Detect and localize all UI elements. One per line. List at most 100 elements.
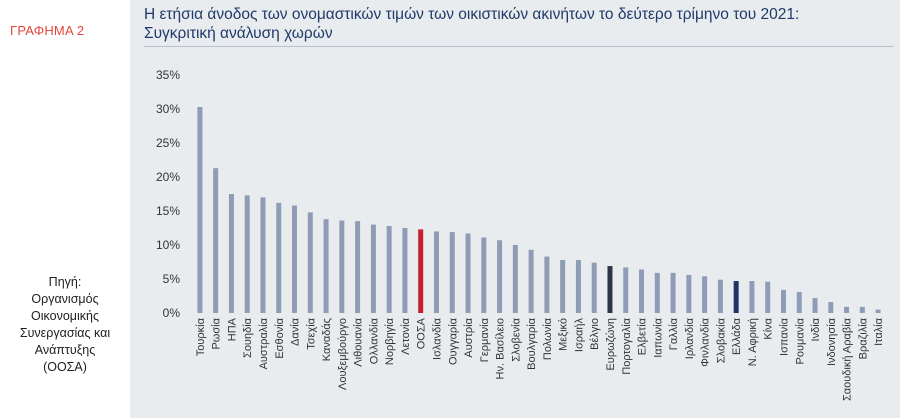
- bar: [623, 267, 629, 313]
- bar: [859, 306, 865, 313]
- x-tick-label: Ελλάδα: [731, 317, 743, 355]
- bar: [276, 202, 282, 313]
- bar: [796, 291, 802, 313]
- x-tick-label: Ινδονησία: [826, 317, 838, 366]
- y-tick-label: 0%: [163, 306, 181, 320]
- chart-title-line-1: Η ετήσια άνοδος των ονομαστικών τιμών τω…: [144, 6, 800, 23]
- source-line: (ΟΟΣΑ): [43, 360, 87, 374]
- bar: [497, 240, 503, 313]
- x-tick-label: Βουλγαρία: [526, 317, 538, 370]
- x-tick-label: Μεξικό: [558, 318, 570, 351]
- x-tick-label: Βραζιλία: [857, 317, 869, 359]
- x-tick-label: Ρουμανία: [794, 317, 806, 364]
- figure-label: ΓΡΑΦΗΜΑ 2: [10, 23, 85, 38]
- source-line: Οργανισμός: [31, 292, 99, 306]
- bar: [339, 220, 345, 313]
- bar: [844, 306, 850, 313]
- x-tick-label: Εσθονία: [274, 317, 286, 358]
- x-tick-label: ΟΟΣΑ: [416, 317, 428, 349]
- bar: [686, 274, 692, 313]
- x-tick-label: Ελβετία: [637, 317, 649, 355]
- x-tick-label: Ην. Βασίλειο: [495, 318, 507, 379]
- x-tick-label: Γερμανία: [479, 317, 491, 362]
- bar: [433, 231, 439, 313]
- bar: [780, 289, 786, 313]
- x-tick-label: Σλοβακία: [715, 317, 727, 363]
- x-tick-label: Αυστρία: [463, 317, 475, 357]
- x-tick-label: Ισραήλ: [573, 318, 585, 353]
- source-line: Ανάπτυξης: [34, 343, 96, 357]
- x-tick-label: Τουρκία: [195, 317, 207, 356]
- x-tick-label: Ισπανία: [778, 317, 790, 356]
- x-tick-label: Ιρλανδία: [684, 317, 696, 359]
- bar: [449, 232, 455, 313]
- bar: [292, 205, 298, 313]
- bar: [560, 259, 566, 313]
- source-note: Πηγή: Οργανισμός Οικονομικής Συνεργασίας…: [0, 274, 130, 376]
- x-tick-label: Αυστραλία: [258, 317, 270, 369]
- x-tick-label: Φινλανδία: [700, 317, 712, 366]
- x-tick-label: Νορβηγία: [384, 317, 396, 365]
- x-tick-label: Πορτογαλία: [621, 317, 633, 374]
- x-tick-label: Πολωνία: [542, 317, 554, 360]
- bar: [528, 249, 534, 313]
- bar-chart: 0% 5% 10% 15% 20% 25% 30% 35% Τουρκία Ρωσία ΗΠΑ Σου…: [156, 68, 885, 401]
- bar: [717, 279, 723, 313]
- x-tick-label: Κίνα: [763, 317, 775, 339]
- y-tick-label: 25%: [156, 136, 180, 150]
- bar: [418, 229, 424, 313]
- source-line: Πηγή:: [48, 275, 82, 289]
- bar: [702, 276, 708, 313]
- bar: [591, 262, 597, 313]
- x-tick-label: Λουξεμβούργο: [337, 318, 349, 390]
- bar: [512, 245, 518, 313]
- x-tick-label: Σαουδική Αραβία: [842, 317, 854, 401]
- x-tick-label: Γαλλία: [668, 317, 680, 350]
- bar: [307, 212, 313, 313]
- y-tick-label: 10%: [156, 238, 180, 252]
- x-tick-label: Ευρωζώνη: [605, 318, 617, 371]
- y-tick-label: 20%: [156, 170, 180, 184]
- x-tick-label: Ουγγαρία: [447, 317, 459, 365]
- x-tick-label: Λιθουανία: [353, 317, 365, 366]
- bar: [544, 256, 550, 313]
- x-tick-label: Ινδία: [810, 317, 822, 341]
- left-caption-column: ΓΡΑΦΗΜΑ 2 Πηγή: Οργανισμός Οικονομικής Σ…: [0, 0, 130, 418]
- chart-title-line-2: Συγκριτική ανάλυση χωρών: [144, 25, 333, 42]
- bar: [639, 269, 645, 313]
- bar: [812, 298, 818, 313]
- x-tick-label: Ρωσία: [211, 317, 223, 349]
- bar: [465, 233, 471, 313]
- x-tick-label: Ιαπωνία: [652, 317, 664, 357]
- bar: [260, 197, 266, 313]
- bar: [197, 106, 203, 314]
- x-tick-label: Ολλανδία: [368, 317, 380, 364]
- x-tick-label: Ιταλία: [873, 317, 885, 346]
- bar: [481, 237, 487, 313]
- x-tick-label: Τσεχία: [305, 317, 317, 349]
- bar: [386, 225, 392, 313]
- bar: [607, 266, 613, 313]
- x-tick-label: Σουηδία: [242, 317, 254, 358]
- x-tick-label: Λετονία: [400, 317, 412, 355]
- x-tick-label: Σλοβενία: [510, 317, 522, 361]
- x-tick-label: Καναδάς: [321, 318, 333, 361]
- y-tick-label: 15%: [156, 204, 180, 218]
- x-tick-label: Ισλανδία: [431, 317, 443, 360]
- bar: [402, 228, 408, 313]
- bar: [575, 259, 581, 313]
- bar: [323, 219, 329, 313]
- chart-title: Η ετήσια άνοδος των ονομαστικών τιμών τω…: [144, 5, 894, 43]
- y-tick-label: 5%: [163, 272, 181, 286]
- title-divider: [144, 46, 894, 47]
- bar: [765, 281, 771, 313]
- x-tick-label: Δανία: [290, 317, 302, 346]
- y-tick-label: 35%: [156, 68, 180, 82]
- bar: [733, 281, 739, 313]
- x-tick-label: Βέλγιο: [589, 318, 601, 350]
- bar: [875, 309, 881, 313]
- source-line: Συνεργασίας και: [19, 326, 111, 340]
- bar: [654, 272, 660, 313]
- x-tick-label: ΗΠΑ: [226, 317, 238, 341]
- source-line: Οικονομικής: [31, 309, 99, 323]
